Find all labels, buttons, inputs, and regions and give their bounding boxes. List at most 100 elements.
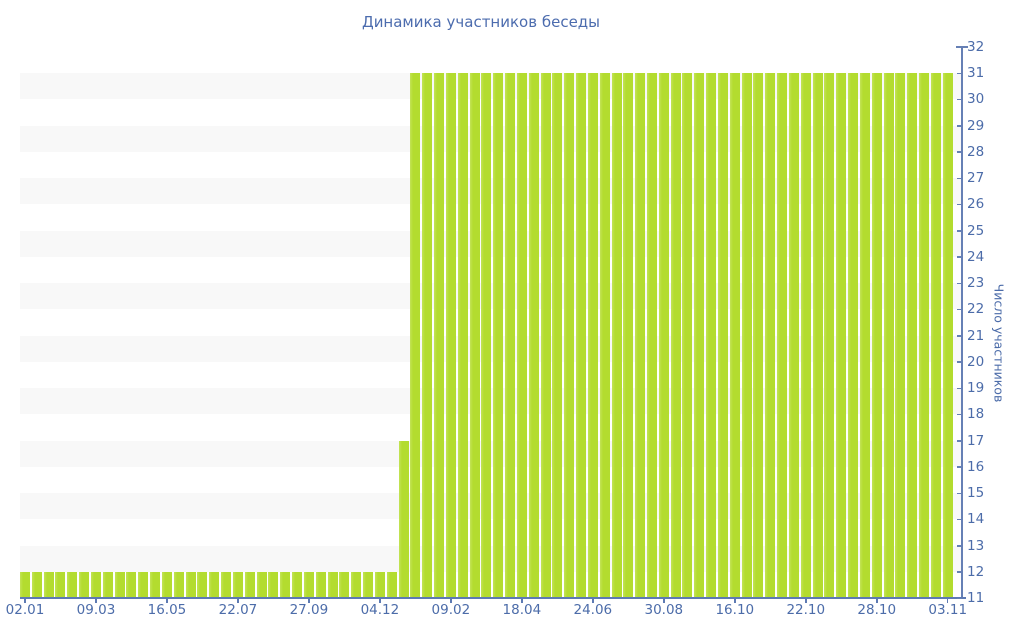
bar — [635, 73, 646, 598]
x-tick — [946, 598, 949, 603]
bar — [280, 571, 291, 598]
bar — [351, 571, 362, 598]
x-tick-label: 03.11 — [928, 602, 968, 618]
y-tick — [957, 492, 962, 495]
bar — [315, 571, 326, 598]
bar — [741, 73, 752, 598]
x-tick — [521, 598, 523, 603]
y-tick — [957, 518, 962, 521]
bar — [706, 73, 717, 598]
bar — [942, 73, 953, 598]
bar — [445, 73, 456, 598]
x-tick-label: 02.01 — [5, 602, 45, 618]
y-tick — [957, 597, 962, 599]
bar — [576, 73, 586, 598]
bar — [587, 73, 598, 598]
bar — [185, 571, 196, 598]
bar — [232, 571, 243, 598]
x-tick — [592, 598, 594, 603]
bar — [67, 571, 78, 598]
bar — [339, 571, 350, 598]
x-tick — [450, 598, 452, 603]
bar — [410, 73, 421, 598]
x-tick-label: 16.05 — [147, 602, 187, 618]
bar — [907, 73, 918, 598]
y-tick-label: 24 — [967, 248, 985, 265]
x-tick — [663, 598, 665, 603]
bar — [422, 73, 433, 598]
y-tick-label: 16 — [967, 458, 985, 475]
bar — [777, 73, 788, 598]
y-tick — [957, 98, 962, 101]
y-tick-label: 17 — [967, 432, 985, 449]
y-tick — [957, 282, 962, 285]
bar — [138, 571, 149, 598]
bar — [386, 571, 397, 598]
y-tick-label: 25 — [967, 222, 985, 239]
bar — [303, 571, 314, 598]
chart-title: Динамика участников беседы — [361, 13, 601, 31]
y-axis-title: Число участников — [991, 283, 1007, 403]
bar — [895, 73, 906, 598]
y-tick — [957, 440, 962, 442]
y-tick — [957, 230, 962, 232]
y-tick-label: 15 — [967, 485, 985, 502]
bar — [363, 571, 374, 598]
bar — [256, 571, 267, 598]
y-tick-label: 22 — [967, 301, 985, 318]
x-tick-label: 16.10 — [715, 602, 755, 618]
x-axis-line — [20, 597, 966, 599]
bar — [434, 73, 445, 598]
x-tick — [24, 598, 26, 603]
bar — [374, 571, 385, 598]
x-tick-label: 09.03 — [76, 602, 116, 618]
y-tick — [957, 72, 962, 75]
bar — [528, 73, 539, 598]
y-tick-label: 32 — [967, 39, 985, 55]
y-tick — [957, 151, 962, 153]
x-tick-label: 22.07 — [218, 602, 258, 618]
bar — [623, 73, 634, 598]
y-tick — [957, 256, 962, 258]
y-tick — [957, 177, 962, 180]
bar — [646, 73, 657, 598]
x-tick-label: 24.06 — [573, 602, 613, 618]
bar — [505, 73, 516, 598]
y-tick-label: 14 — [967, 511, 985, 528]
x-tick — [379, 598, 381, 603]
y-tick — [957, 46, 962, 48]
bar — [729, 73, 740, 598]
x-tick-label: 27.09 — [289, 602, 329, 618]
bar — [516, 73, 527, 598]
bar — [800, 73, 811, 598]
x-tick-label: 18.04 — [502, 602, 542, 618]
bar — [150, 571, 161, 598]
y-tick-label: 13 — [967, 537, 985, 554]
y-tick-label: 29 — [967, 117, 985, 134]
x-tick — [876, 598, 878, 603]
bar — [682, 73, 693, 598]
bar — [457, 73, 468, 598]
bar — [919, 73, 930, 598]
bar — [552, 73, 563, 598]
x-tick — [237, 598, 239, 603]
bar — [493, 73, 504, 598]
y-axis-top-cap — [956, 46, 968, 48]
bar — [173, 571, 184, 598]
x-tick — [805, 598, 807, 603]
bar — [197, 571, 208, 598]
bar — [564, 73, 575, 598]
bar — [836, 73, 847, 598]
x-tick — [734, 598, 736, 603]
y-tick-label: 20 — [967, 353, 985, 370]
bar — [161, 571, 172, 598]
bar — [327, 571, 338, 598]
bar — [812, 73, 823, 598]
y-tick — [957, 203, 962, 206]
bar — [611, 73, 622, 598]
y-tick-label: 28 — [967, 143, 985, 160]
y-tick-label: 30 — [967, 91, 985, 108]
y-tick-label: 27 — [967, 170, 985, 187]
bar — [717, 73, 728, 598]
bar — [469, 73, 480, 598]
